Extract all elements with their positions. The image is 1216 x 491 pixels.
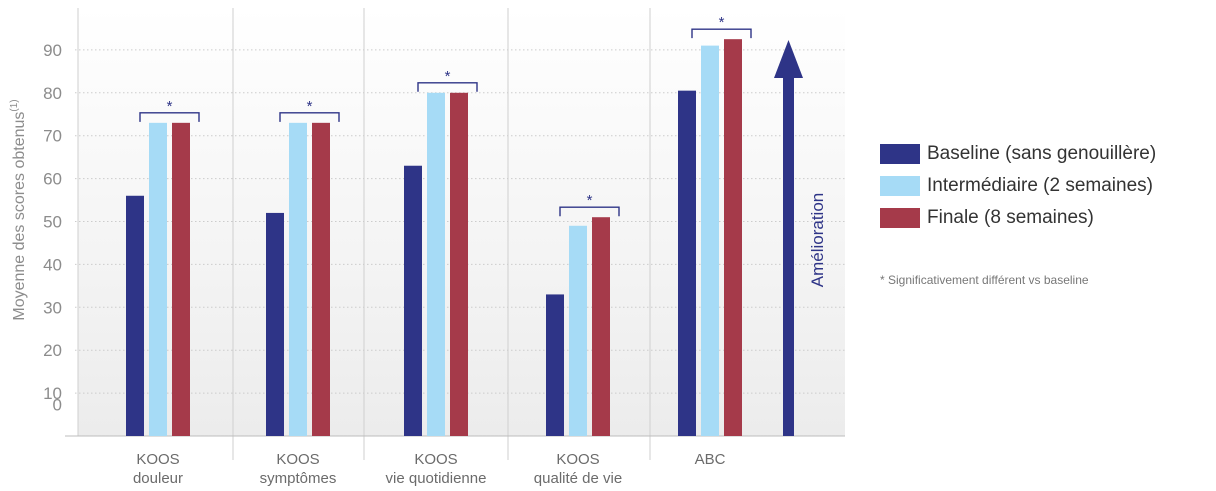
- significance-star: *: [587, 192, 593, 209]
- category-label-line1: KOOS: [136, 451, 179, 468]
- y-tick-label: 40: [43, 255, 62, 274]
- improvement-arrow: Amélioration: [774, 40, 827, 436]
- category-label-line2: vie quotidienne: [386, 470, 487, 487]
- bar-2-5: [701, 45, 719, 437]
- significance-bracket: [279, 112, 340, 122]
- significance-star: *: [307, 98, 313, 115]
- bar-1-1: [126, 195, 144, 436]
- category-label-line2: douleur: [133, 470, 183, 487]
- bar-3-4: [592, 217, 610, 436]
- bar-3-3: [450, 92, 468, 437]
- arrow-shaft: [783, 76, 794, 436]
- legend-swatch: [880, 208, 920, 228]
- significance-star: *: [719, 14, 725, 31]
- category-label-line1: KOOS: [276, 451, 319, 468]
- bar-2-4: [569, 225, 587, 436]
- legend-label: Baseline (sans genouillère): [927, 143, 1157, 164]
- bar-2-1: [149, 122, 167, 436]
- significance-bracket: [417, 82, 478, 92]
- bar-3-1: [172, 122, 190, 436]
- bar-3-2: [312, 122, 330, 436]
- bar-3-5: [724, 39, 742, 437]
- arrow-head: [774, 40, 803, 78]
- bar-2-3: [427, 92, 445, 437]
- legend-swatch: [880, 144, 920, 164]
- bar-1-5: [678, 90, 696, 436]
- significance-star: *: [167, 98, 173, 115]
- legend-swatch: [880, 176, 920, 196]
- bar-2-2: [289, 122, 307, 436]
- legend-item-1: Baseline (sans genouillère): [880, 139, 1156, 169]
- legend: Baseline (sans genouillère) Intermédiaire…: [880, 139, 1156, 235]
- legend-label: Intermédiaire (2 semaines): [927, 175, 1153, 196]
- category-label-line2: symptômes: [260, 470, 337, 487]
- bar-1-2: [266, 212, 284, 436]
- legend-item-2: Intermédiaire (2 semaines): [880, 171, 1156, 201]
- y-tick-label: 60: [43, 170, 62, 189]
- y-tick-label: 20: [43, 341, 62, 360]
- legend-label: Finale (8 semaines): [927, 207, 1094, 228]
- bar-1-4: [546, 294, 564, 436]
- bar-chart: * * * * * 10 20 30 40 50 60 70 80 90 0 KOOS douleur KOO…: [9, 8, 845, 487]
- footnote: * Significativement différent vs baselin…: [880, 273, 1089, 287]
- legend-item-3: Finale (8 semaines): [880, 203, 1156, 233]
- y-tick-label: 30: [43, 298, 62, 317]
- y-tick-label: 50: [43, 213, 62, 232]
- significance-bracket: [559, 206, 620, 217]
- significance-bracket: [691, 28, 752, 39]
- category-label-line1: KOOS: [556, 451, 599, 468]
- y-tick-label-zero: 0: [53, 396, 62, 415]
- significance-star: *: [445, 68, 451, 85]
- y-tick-label: 80: [43, 84, 62, 103]
- arrow-label: Amélioration: [808, 193, 827, 288]
- category-label-line1: KOOS: [414, 451, 457, 468]
- category-label-line1: ABC: [695, 451, 726, 468]
- bar-1-3: [404, 165, 422, 437]
- y-tick-label: 70: [43, 127, 62, 146]
- y-axis-label: Moyenne des scores obtenus(1): [9, 99, 28, 320]
- category-label-line2: qualité de vie: [534, 470, 622, 487]
- y-tick-label: 90: [43, 41, 62, 60]
- y-tick-label: 10: [43, 384, 62, 403]
- significance-bracket: [139, 112, 200, 122]
- y-axis-label-text: Moyenne des scores obtenus: [11, 112, 28, 321]
- y-axis-label-sup: (1): [9, 99, 20, 111]
